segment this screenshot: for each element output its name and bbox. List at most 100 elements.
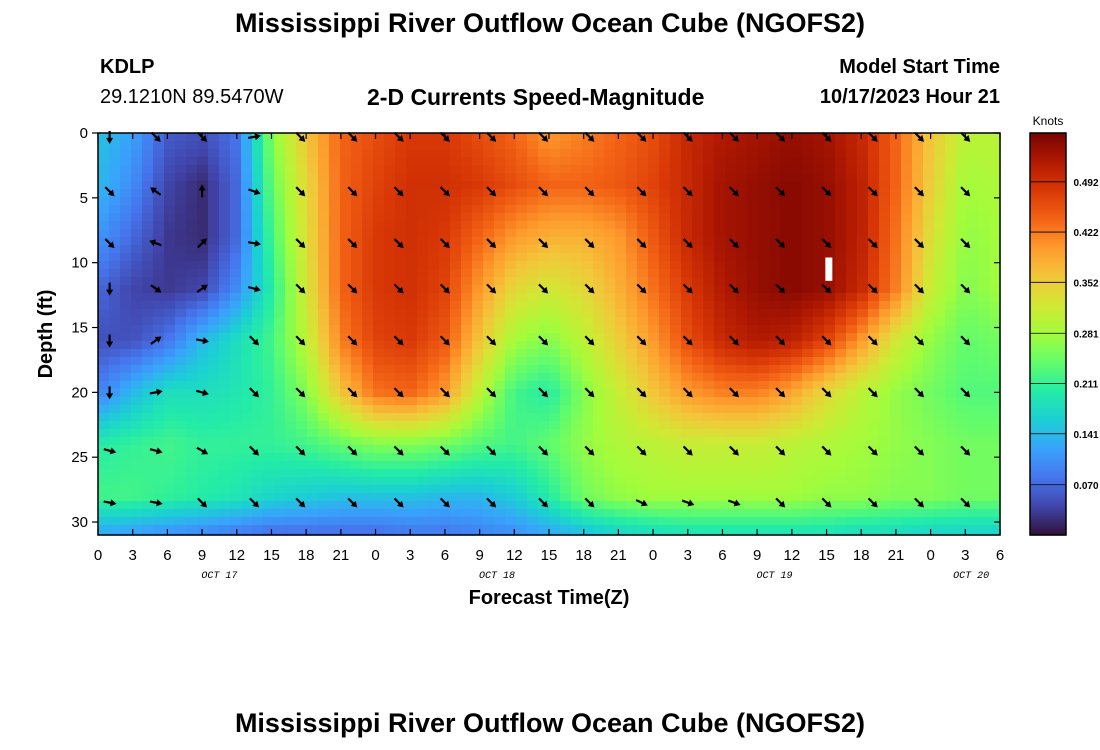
heatmap-cell: [373, 229, 385, 238]
heatmap-cell: [604, 333, 616, 342]
heatmap-cell: [362, 301, 374, 310]
heatmap-cell: [681, 293, 693, 302]
heatmap-cell: [758, 229, 770, 238]
current-arrow: [439, 497, 450, 508]
heatmap-cell: [384, 333, 396, 342]
heatmap-cell: [846, 205, 858, 214]
heatmap-cell: [296, 325, 308, 334]
heatmap-cell: [802, 261, 814, 270]
heatmap-cell: [659, 301, 671, 310]
heatmap-cell: [604, 141, 616, 150]
current-arrow: [636, 186, 647, 197]
heatmap-cell: [109, 485, 121, 494]
heatmap-cell: [307, 429, 319, 438]
heatmap-cell: [835, 325, 847, 334]
heatmap-cell: [670, 525, 682, 534]
heatmap-cell: [560, 181, 572, 190]
heatmap-cell: [560, 357, 572, 366]
heatmap-cell: [549, 341, 561, 350]
current-arrow: [347, 335, 358, 346]
heatmap-cell: [714, 333, 726, 342]
colorbar-swatch: [1030, 305, 1066, 309]
heatmap-cell: [560, 429, 572, 438]
heatmap-cell: [780, 461, 792, 470]
heatmap-cell: [890, 213, 902, 222]
heatmap-cell: [835, 261, 847, 270]
heatmap-cell: [945, 333, 957, 342]
heatmap-cell: [901, 389, 913, 398]
heatmap-cell: [604, 501, 616, 510]
heatmap-cell: [637, 237, 649, 246]
heatmap-cell: [604, 453, 616, 462]
heatmap-cell: [285, 157, 297, 166]
heatmap-cell: [945, 285, 957, 294]
heatmap-cell: [472, 381, 484, 390]
heatmap-cell: [373, 205, 385, 214]
heatmap-cell: [186, 221, 198, 230]
heatmap-cell: [230, 349, 242, 358]
heatmap-cell: [879, 237, 891, 246]
heatmap-cell: [494, 381, 506, 390]
heatmap-cell: [615, 141, 627, 150]
heatmap-cell: [219, 445, 231, 454]
heatmap-cell: [736, 213, 748, 222]
heatmap-cell: [274, 453, 286, 462]
heatmap-cell: [692, 197, 704, 206]
heatmap-cell: [934, 309, 946, 318]
colorbar-swatch: [1030, 133, 1066, 136]
heatmap-cell: [417, 349, 429, 358]
heatmap-cell: [582, 437, 594, 446]
heatmap-cell: [824, 509, 836, 518]
heatmap-cell: [307, 221, 319, 230]
heatmap-cell: [670, 277, 682, 286]
heatmap-cell: [956, 477, 968, 486]
heatmap-cell: [857, 141, 869, 150]
heatmap-cell: [901, 141, 913, 150]
heatmap-cell: [230, 397, 242, 406]
heatmap-cell: [285, 365, 297, 374]
heatmap-cell: [758, 525, 770, 534]
heatmap-cell: [923, 149, 935, 158]
heatmap-cell: [395, 421, 407, 430]
heatmap-cell: [230, 181, 242, 190]
heatmap-cell: [329, 229, 341, 238]
colorbar-swatch: [1030, 275, 1066, 279]
heatmap-cell: [241, 341, 253, 350]
heatmap-cell: [98, 181, 110, 190]
heatmap-cell: [846, 165, 858, 174]
heatmap-cell: [692, 285, 704, 294]
heatmap-cell: [560, 173, 572, 182]
heatmap-cell: [736, 181, 748, 190]
heatmap-cell: [153, 317, 165, 326]
heatmap-cell: [868, 341, 880, 350]
heatmap-cell: [615, 501, 627, 510]
heatmap-cell: [274, 221, 286, 230]
heatmap-cell: [241, 373, 253, 382]
heatmap-cell: [648, 293, 660, 302]
heatmap-cell: [219, 405, 231, 414]
heatmap-cell: [571, 277, 583, 286]
heatmap-cell: [890, 181, 902, 190]
colorbar-tick-label: 0.352: [1073, 278, 1098, 289]
heatmap-cell: [747, 269, 759, 278]
heatmap-cell: [978, 389, 990, 398]
heatmap-cell: [428, 517, 440, 526]
heatmap-cell: [923, 349, 935, 358]
colorbar-swatch: [1030, 165, 1066, 168]
heatmap-cell: [219, 221, 231, 230]
heatmap-cell: [945, 157, 957, 166]
heatmap-cell: [505, 397, 517, 406]
heatmap-cell: [681, 301, 693, 310]
heatmap-cell: [868, 493, 880, 502]
heatmap-cell: [417, 213, 429, 222]
heatmap-cell: [549, 229, 561, 238]
heatmap-cell: [329, 325, 341, 334]
heatmap-cell: [175, 469, 187, 478]
heatmap-cell: [274, 317, 286, 326]
heatmap-cell: [483, 229, 495, 238]
heatmap-cell: [923, 405, 935, 414]
colorbar-swatch: [1030, 394, 1066, 397]
heatmap-cell: [274, 485, 286, 494]
heatmap-cell: [175, 341, 187, 350]
heatmap-cell: [582, 389, 594, 398]
